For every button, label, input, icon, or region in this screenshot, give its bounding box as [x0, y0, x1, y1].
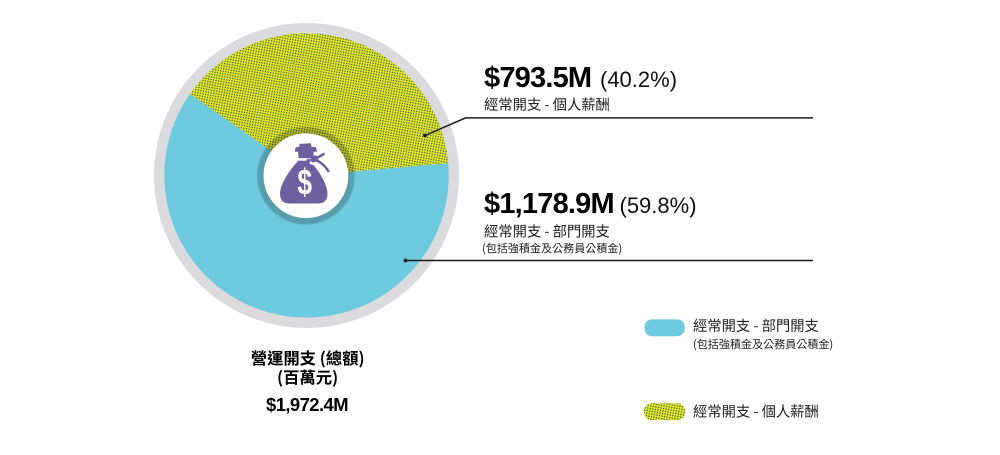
svg-text:(40.2%): (40.2%)	[600, 67, 677, 92]
svg-text:$1,972.4M: $1,972.4M	[266, 394, 348, 415]
svg-text:$793.5M: $793.5M	[484, 62, 591, 94]
svg-text:(59.8%): (59.8%)	[620, 193, 697, 218]
svg-text:$1,178.9M: $1,178.9M	[484, 188, 614, 220]
svg-text:$: $	[297, 161, 312, 202]
